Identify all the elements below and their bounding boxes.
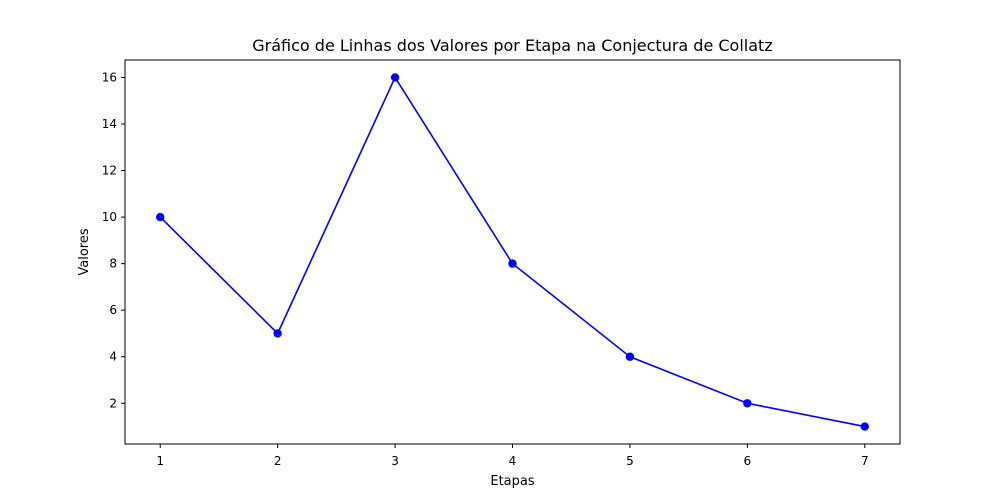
data-point	[860, 422, 869, 431]
y-tick-label: 16	[102, 70, 117, 84]
data-point	[743, 399, 752, 408]
x-tick-label: 6	[744, 454, 752, 468]
y-axis: 2 4 6 8 10 12 14 16	[102, 70, 125, 410]
chart-title: Gráfico de Linhas dos Valores por Etapa …	[252, 36, 772, 55]
y-tick-label: 12	[102, 164, 117, 178]
data-point	[273, 329, 282, 338]
data-point	[390, 73, 400, 82]
x-tick-label: 5	[626, 454, 634, 468]
y-axis-label: Valores	[77, 228, 92, 275]
y-tick-label: 2	[109, 396, 117, 410]
x-axis-label: Etapas	[490, 474, 534, 489]
y-tick-label: 4	[109, 350, 117, 364]
y-tick-label: 6	[109, 303, 117, 317]
data-point	[625, 352, 635, 361]
x-tick-label: 1	[156, 454, 164, 468]
plot-area	[124, 59, 901, 445]
y-tick-label: 10	[102, 210, 117, 224]
x-tick-label: 7	[861, 454, 869, 468]
x-axis: 1 2 3 4 5 6 7	[156, 444, 869, 468]
data-point	[508, 259, 517, 268]
data-point	[156, 212, 165, 222]
x-tick-label: 4	[509, 454, 517, 468]
y-tick-label: 14	[102, 117, 117, 131]
x-tick-label: 2	[274, 454, 282, 468]
series-layer	[156, 73, 869, 431]
y-tick-label: 8	[109, 257, 117, 271]
x-tick-label: 3	[391, 454, 399, 468]
